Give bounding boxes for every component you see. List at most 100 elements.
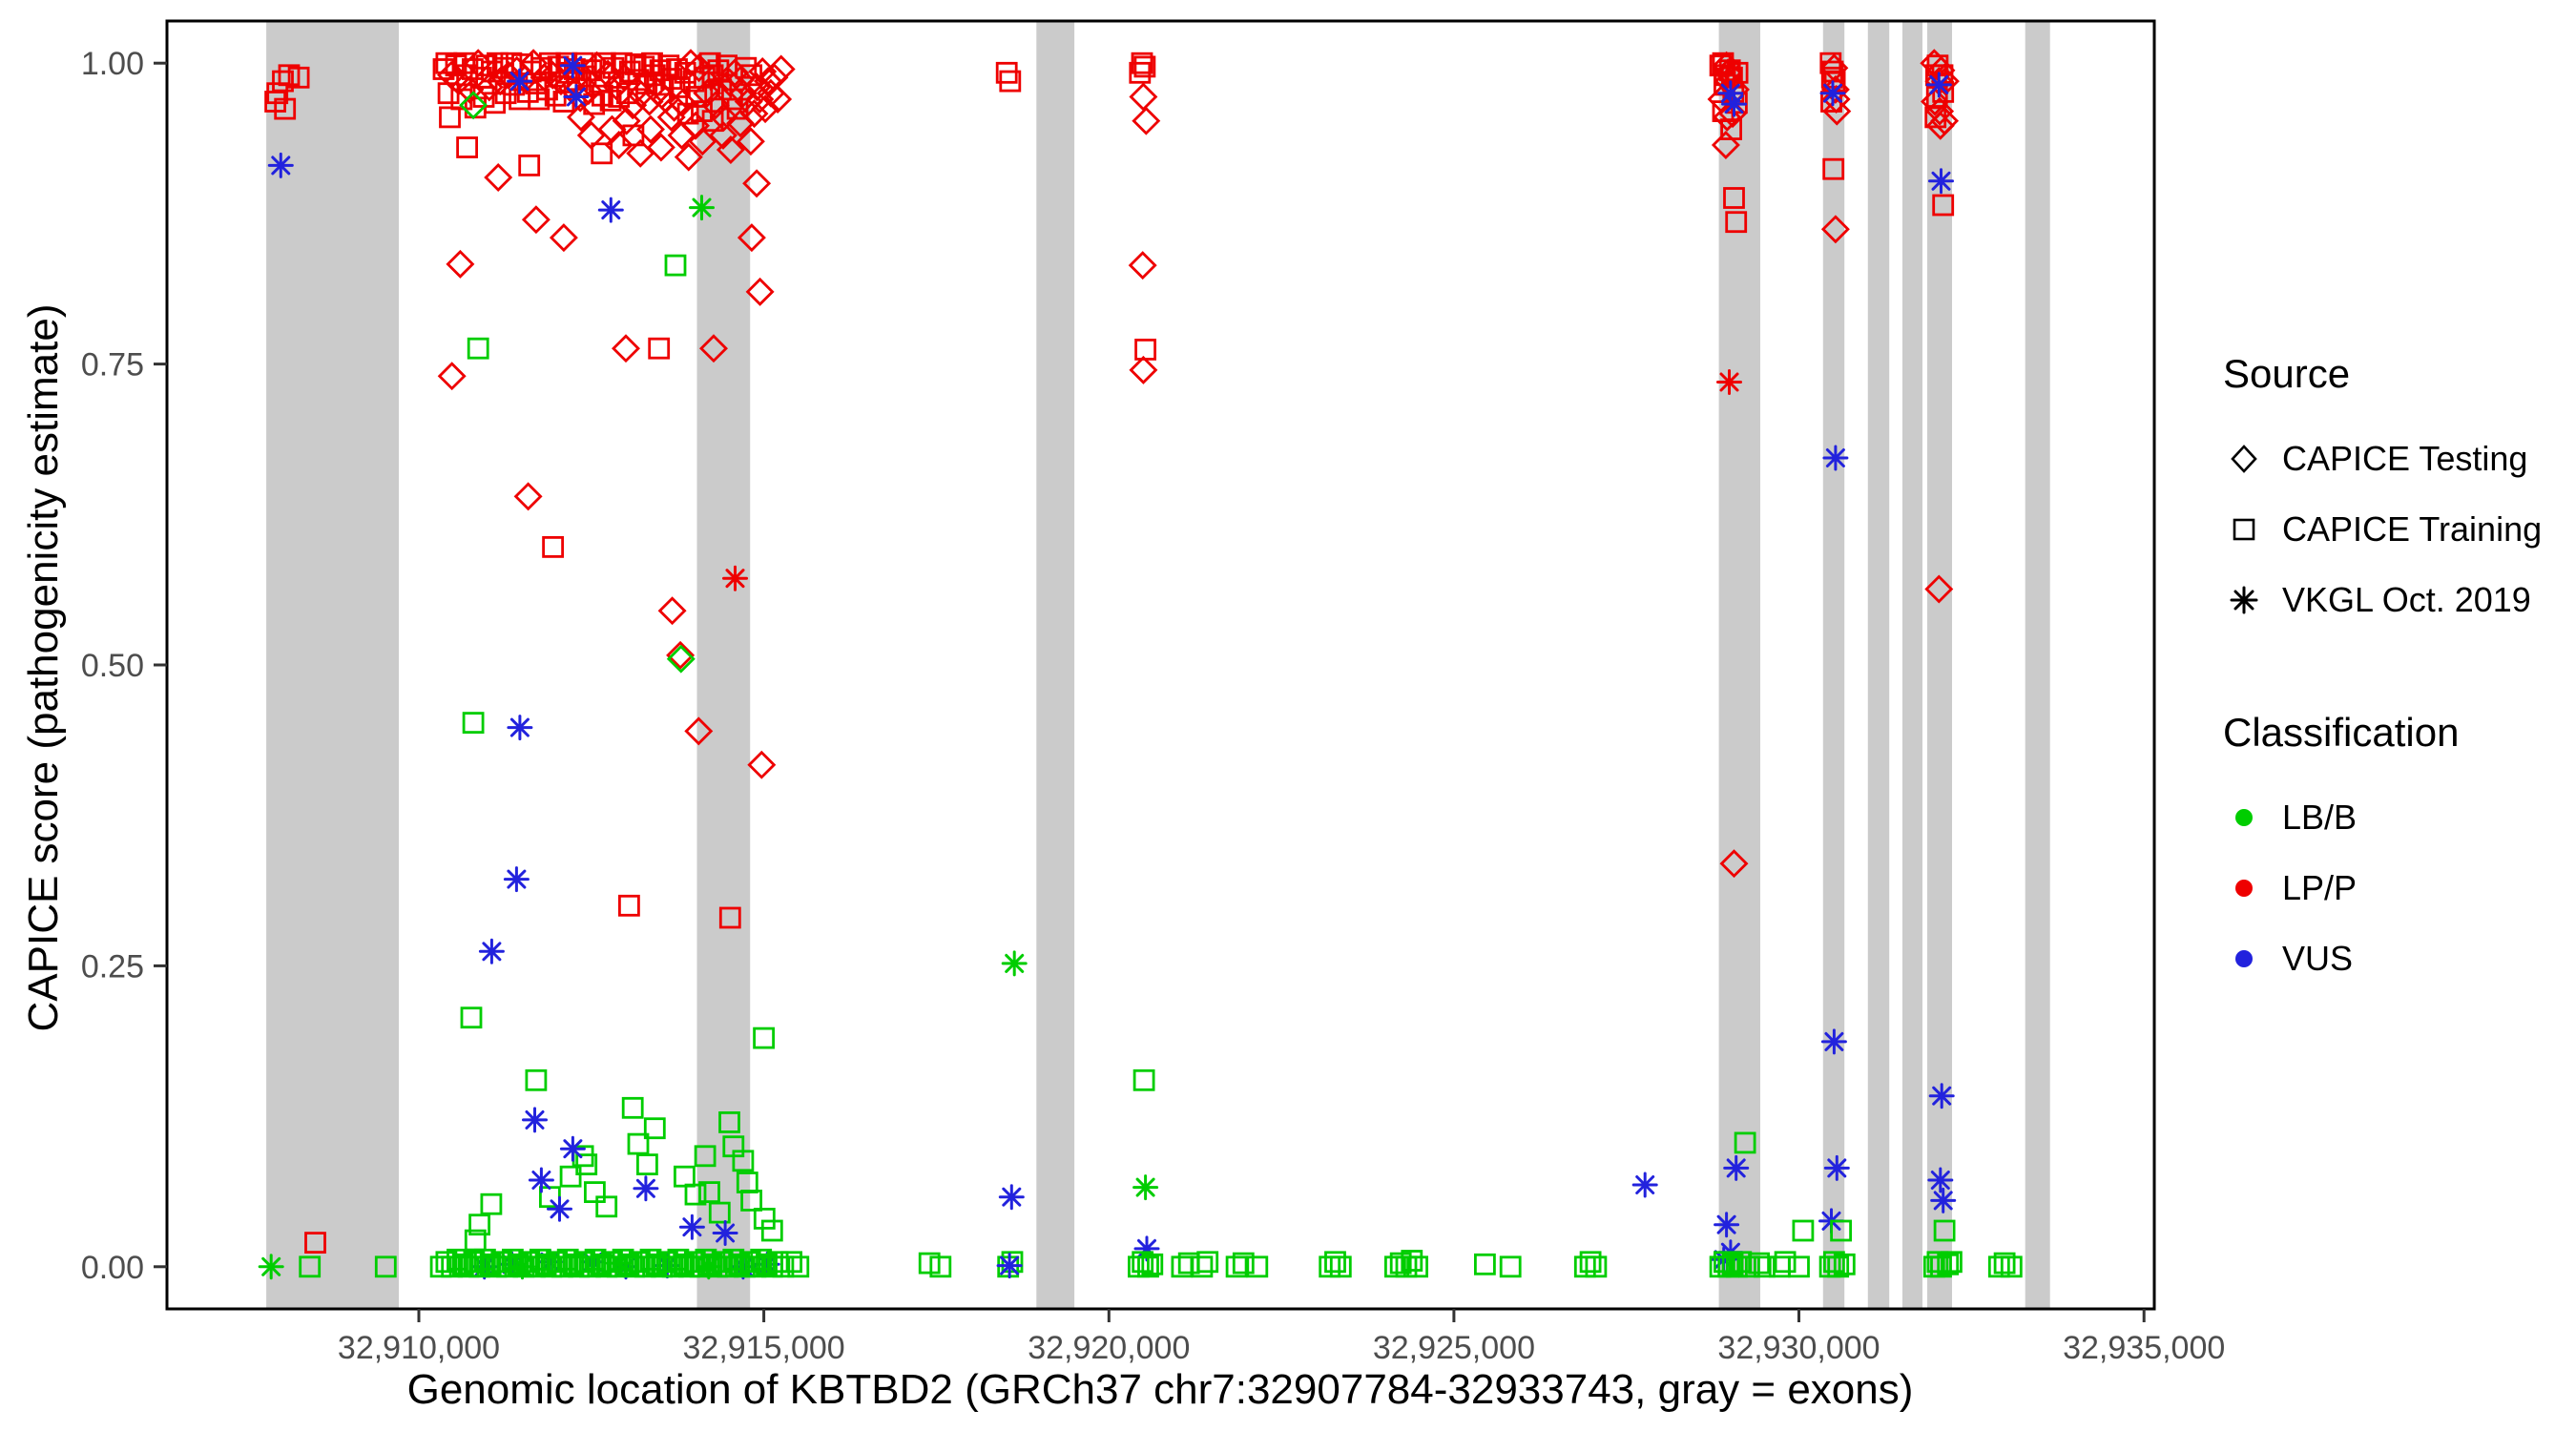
data-point-square: [1384, 1255, 1406, 1278]
data-point-diamond: [444, 67, 473, 96]
data-point-asterisk: [478, 938, 505, 964]
data-point-square: [551, 1255, 573, 1278]
data-point-diamond: [763, 85, 793, 114]
data-point-square: [1709, 54, 1732, 77]
data-point-square: [641, 52, 663, 74]
data-point-square: [512, 1255, 535, 1278]
data-point-square: [468, 1213, 491, 1236]
data-point-diamond: [636, 114, 665, 144]
data-point-diamond: [657, 596, 687, 626]
data-point-square: [756, 1253, 778, 1275]
data-point-square: [467, 337, 489, 360]
data-point-asterisk: [597, 197, 624, 223]
legend-item-capice-testing: CAPICE Testing: [2223, 424, 2542, 494]
data-point-asterisk: [507, 68, 533, 94]
data-point-diamond: [604, 131, 634, 159]
data-point-asterisk: [1001, 950, 1028, 977]
data-point-square: [1191, 1255, 1214, 1278]
data-point-diamond: [618, 91, 648, 120]
data-point-square: [304, 1232, 326, 1254]
data-point-square: [706, 1255, 728, 1278]
data-point-square: [1792, 1219, 1815, 1242]
data-point-diamond: [612, 334, 640, 363]
data-point-square: [1324, 1251, 1346, 1274]
data-point-square: [579, 1255, 601, 1278]
data-point-diamond: [688, 127, 717, 156]
x-tick-label: 32,915,000: [683, 1330, 845, 1366]
data-point-square: [1132, 1068, 1155, 1091]
green-dot-icon: [2235, 809, 2253, 826]
data-point-diamond: [737, 223, 766, 253]
data-point-diamond: [684, 716, 714, 746]
data-point-diamond: [446, 249, 475, 279]
data-point-diamond: [716, 135, 745, 164]
data-point-square: [1726, 61, 1749, 84]
data-point-square: [460, 1006, 483, 1029]
data-point-square: [711, 1251, 734, 1274]
data-point-square: [441, 1255, 464, 1278]
data-point-square: [787, 1255, 810, 1278]
data-point-asterisk: [1132, 1174, 1159, 1201]
data-point-diamond: [1711, 131, 1740, 159]
data-point-square: [722, 1248, 745, 1271]
data-point-square: [1001, 1251, 1024, 1274]
data-point-asterisk: [1927, 1167, 1954, 1193]
data-point-square: [1319, 1255, 1341, 1278]
data-point-square: [546, 1251, 568, 1274]
data-point-square: [734, 1255, 756, 1278]
data-point-asterisk: [1823, 1154, 1850, 1181]
data-point-square: [1246, 1255, 1269, 1278]
data-point-diamond: [521, 205, 551, 235]
data-point-asterisk: [559, 52, 586, 79]
square-icon: [2233, 518, 2255, 541]
data-point-square: [678, 1255, 700, 1278]
data-point-diamond: [699, 334, 728, 363]
data-point-square: [999, 70, 1022, 93]
data-point-diamond: [734, 87, 763, 116]
data-point-square: [272, 70, 294, 93]
legend-item-vus: VUS: [2223, 923, 2542, 994]
data-point-asterisk: [507, 715, 533, 741]
exon-band: [696, 21, 751, 1309]
data-point-square: [651, 1255, 673, 1278]
exon-band: [1822, 21, 1845, 1309]
data-point-square: [1748, 1252, 1770, 1275]
data-point-diamond: [666, 640, 696, 670]
data-point-square: [1932, 194, 1955, 217]
legend-item-lbb: LB/B: [2223, 782, 2542, 853]
data-point-diamond: [766, 54, 796, 84]
data-point-asterisk: [1716, 369, 1742, 395]
data-point-square: [1401, 1250, 1423, 1272]
data-point-square: [439, 106, 461, 129]
data-point-square: [717, 1255, 739, 1278]
data-point-diamond: [1719, 849, 1749, 879]
data-point-square: [684, 1183, 707, 1206]
data-point-square: [1129, 61, 1152, 84]
data-point-square: [480, 1192, 503, 1215]
data-point-square: [1232, 1252, 1255, 1275]
data-point-square: [618, 894, 640, 917]
data-point-square: [1937, 1253, 1960, 1275]
data-point-square: [468, 1255, 491, 1278]
data-point-square: [299, 1255, 322, 1278]
data-point-square: [1788, 1255, 1810, 1278]
legend: Source CAPICE Testing CAPICE Training: [2223, 351, 2542, 994]
data-point-square: [645, 1253, 668, 1275]
x-tick-label: 32,925,000: [1373, 1330, 1535, 1366]
data-point-asterisk: [1631, 1172, 1658, 1198]
data-point-diamond: [666, 644, 696, 674]
data-point-square: [1585, 1255, 1608, 1278]
data-point-square: [1725, 211, 1748, 234]
data-point-square: [1137, 1255, 1159, 1278]
legend-label: CAPICE Testing: [2282, 439, 2528, 478]
data-point-square: [740, 1190, 762, 1212]
data-point-square: [1734, 1131, 1756, 1154]
data-point-square: [590, 1253, 613, 1275]
data-point-square: [1774, 1251, 1797, 1274]
data-point-square: [1726, 1255, 1748, 1278]
data-point-diamond: [484, 163, 513, 192]
data-point-square: [502, 1248, 524, 1271]
y-tick-label: 0.25: [81, 948, 144, 985]
